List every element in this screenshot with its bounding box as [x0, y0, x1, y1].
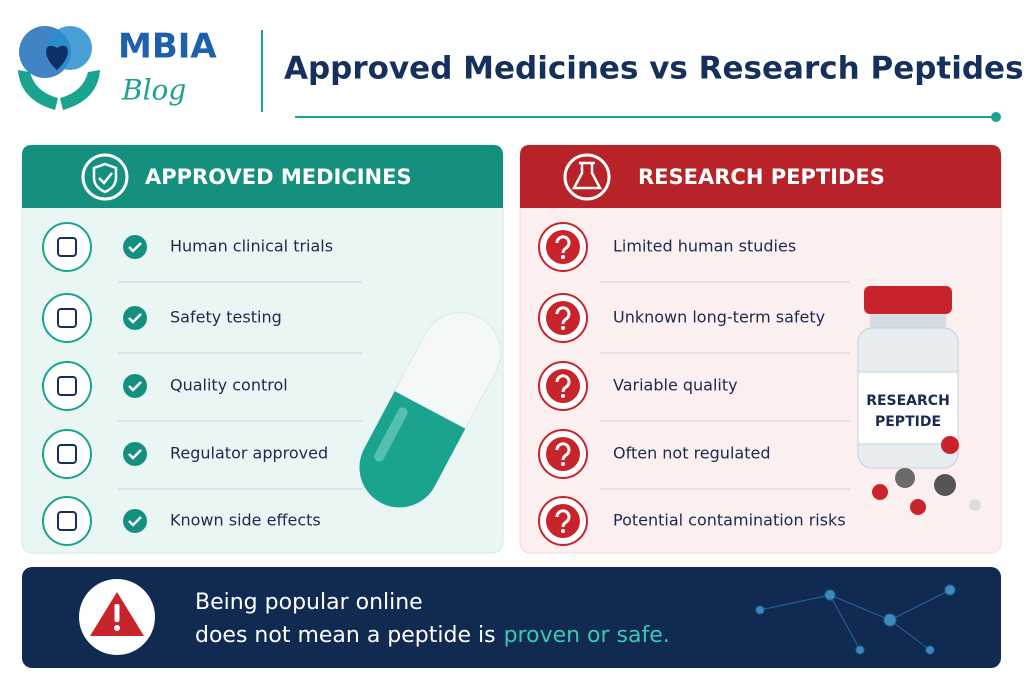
- feature-icon: [42, 496, 92, 546]
- research-item: Potential contamination risks: [613, 511, 846, 530]
- warning-icon: [114, 604, 120, 622]
- approved-header: [22, 145, 503, 208]
- check: [123, 306, 147, 330]
- flask-icon: [563, 153, 611, 201]
- question-icon: [561, 326, 565, 330]
- question-icon: [561, 394, 565, 398]
- question-icon: [555, 442, 571, 461]
- title-rule-dot: [991, 112, 1001, 122]
- feature-icon: [57, 376, 77, 396]
- research-item: Variable quality: [613, 376, 738, 395]
- network-decoration: [755, 584, 956, 655]
- vial-label: PEPTIDE: [875, 414, 941, 430]
- research-item: Limited human studies: [613, 237, 796, 256]
- question-icon: [555, 235, 571, 254]
- research-header: [520, 145, 1001, 208]
- check: [128, 516, 142, 527]
- vial: [857, 286, 981, 515]
- check: [123, 235, 147, 259]
- question-icon: [546, 369, 580, 403]
- feature-icon: [42, 222, 92, 272]
- logo-name: MBIA: [118, 27, 217, 67]
- approved-item: Safety testing: [170, 308, 282, 327]
- approved-item: Quality control: [170, 376, 288, 395]
- check: [128, 313, 142, 324]
- question-icon: [561, 255, 565, 259]
- logo-icon: [18, 26, 100, 110]
- shield-icon: [92, 162, 118, 194]
- shield-icon: [81, 153, 129, 201]
- warning-icon: [114, 625, 120, 631]
- feature-icon: [42, 361, 92, 411]
- footer-text: does not mean a peptide is: [195, 623, 496, 648]
- approved-item: Human clinical trials: [170, 237, 333, 256]
- question-icon: [561, 462, 565, 466]
- vial-label: RESEARCH: [866, 393, 950, 409]
- feature-icon: [57, 308, 77, 328]
- check: [123, 442, 147, 466]
- question-icon: [555, 509, 571, 528]
- feature-icon: [42, 293, 92, 343]
- question-icon: [546, 504, 580, 538]
- approved-item: Known side effects: [170, 511, 321, 530]
- question-icon: [555, 374, 571, 393]
- footer-highlight: proven or safe.: [504, 623, 670, 648]
- footer-line: does not mean a peptide is proven or safe…: [195, 623, 670, 648]
- check: [128, 242, 142, 253]
- approved-item: Regulator approved: [170, 444, 328, 463]
- title: Approved Medicines vs Research Peptides: [284, 51, 1024, 87]
- approved-title: APPROVED MEDICINES: [145, 165, 412, 189]
- footer-line: Being popular online: [195, 590, 423, 615]
- question-icon: [561, 529, 565, 533]
- logo-sub: Blog: [121, 74, 186, 107]
- question-icon: [546, 301, 580, 335]
- check: [123, 509, 147, 533]
- check: [123, 374, 147, 398]
- footer-panel: [22, 567, 1001, 668]
- question-icon: [546, 230, 580, 264]
- research-title: RESEARCH PEPTIDES: [638, 165, 885, 189]
- feature-icon: [57, 237, 77, 257]
- feature-icon: [57, 444, 77, 464]
- check: [128, 381, 142, 392]
- research-item: Unknown long-term safety: [613, 308, 825, 327]
- check: [128, 449, 142, 460]
- feature-icon: [42, 429, 92, 479]
- flask-icon: [571, 161, 603, 190]
- research-item: Often not regulated: [613, 444, 770, 463]
- question-icon: [546, 437, 580, 471]
- feature-icon: [57, 511, 77, 531]
- capsule: [359, 312, 501, 508]
- question-icon: [555, 306, 571, 325]
